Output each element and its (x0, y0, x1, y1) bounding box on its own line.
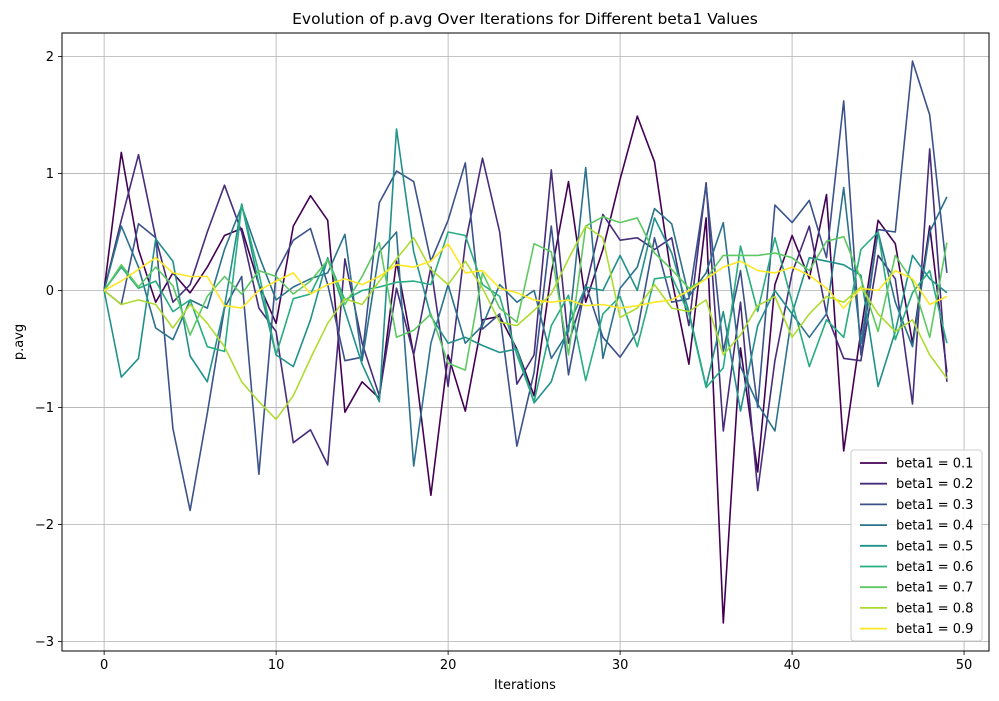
x-tick-label: 40 (784, 658, 801, 673)
series-lines (103, 60, 948, 624)
legend-label: beta1 = 0.2 (896, 477, 973, 492)
x-tick-label: 0 (100, 658, 108, 673)
legend-label: beta1 = 0.5 (896, 539, 973, 554)
legend-label: beta1 = 0.1 (896, 457, 973, 472)
series-line-2 (103, 148, 948, 492)
series-line-6 (103, 204, 948, 403)
x-tick-label: 10 (268, 658, 285, 673)
y-axis-label: p.avg (12, 324, 27, 360)
legend-label: beta1 = 0.6 (896, 560, 973, 575)
y-tick-label: 0 (46, 284, 54, 299)
legend-box (850, 449, 983, 642)
plot-frame (61, 32, 990, 652)
legend-label: beta1 = 0.3 (896, 498, 973, 513)
x-tick-label: 50 (956, 658, 973, 673)
y-tick-label: 1 (46, 167, 54, 182)
y-tick-label: 2 (46, 50, 54, 65)
y-tick-label: −1 (35, 401, 54, 416)
legend: beta1 = 0.1 beta1 = 0.2 beta1 = 0.3 beta1 =… (850, 449, 983, 642)
x-tick-label: 30 (612, 658, 629, 673)
y-tick-label: −2 (35, 518, 54, 533)
series-line-9 (103, 242, 948, 309)
x-tick-label: 20 (440, 658, 457, 673)
x-axis-label: Iterations (494, 678, 556, 693)
chart-title: Evolution of p.avg Over Iterations for D… (292, 10, 758, 28)
y-tick-label: −3 (35, 635, 54, 650)
series-line-3 (103, 60, 948, 512)
series-line-8 (103, 225, 948, 421)
legend-label: beta1 = 0.7 (896, 581, 973, 596)
legend-label: beta1 = 0.8 (896, 601, 973, 616)
legend-label: beta1 = 0.9 (896, 622, 973, 637)
series-line-1 (103, 115, 948, 624)
axis-ticks: 0 10 20 30 40 50 −3 −2 −1 0 1 2 (35, 50, 973, 673)
legend-label: beta1 = 0.4 (896, 519, 973, 534)
series-line-7 (103, 216, 948, 371)
